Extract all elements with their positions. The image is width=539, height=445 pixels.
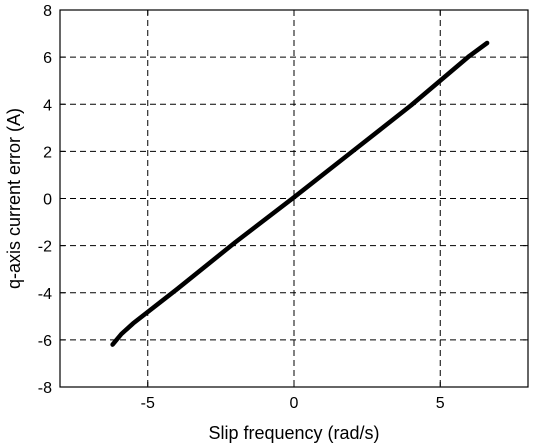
y-tick-label: -6	[38, 333, 52, 350]
y-axis-title: q-axis current error (A)	[4, 108, 24, 289]
x-tick-label: 0	[290, 395, 299, 412]
y-tick-label: 8	[43, 3, 52, 20]
y-tick-label: -4	[38, 286, 52, 303]
y-tick-label: 6	[43, 50, 52, 67]
y-tick-label: 2	[43, 144, 52, 161]
x-axis-title: Slip frequency (rad/s)	[208, 423, 379, 443]
x-tick-label: -5	[141, 395, 155, 412]
y-tick-label: -8	[38, 380, 52, 397]
y-tick-label: -2	[38, 239, 52, 256]
ticks: -5 0 5 -8 -6 -4 -2 0 2 4 6 8	[38, 3, 528, 412]
series-line	[110, 40, 490, 347]
series-layer	[110, 40, 490, 347]
y-tick-label: 4	[43, 97, 52, 114]
y-tick-label: 0	[43, 192, 52, 209]
x-tick-label: 5	[436, 395, 445, 412]
